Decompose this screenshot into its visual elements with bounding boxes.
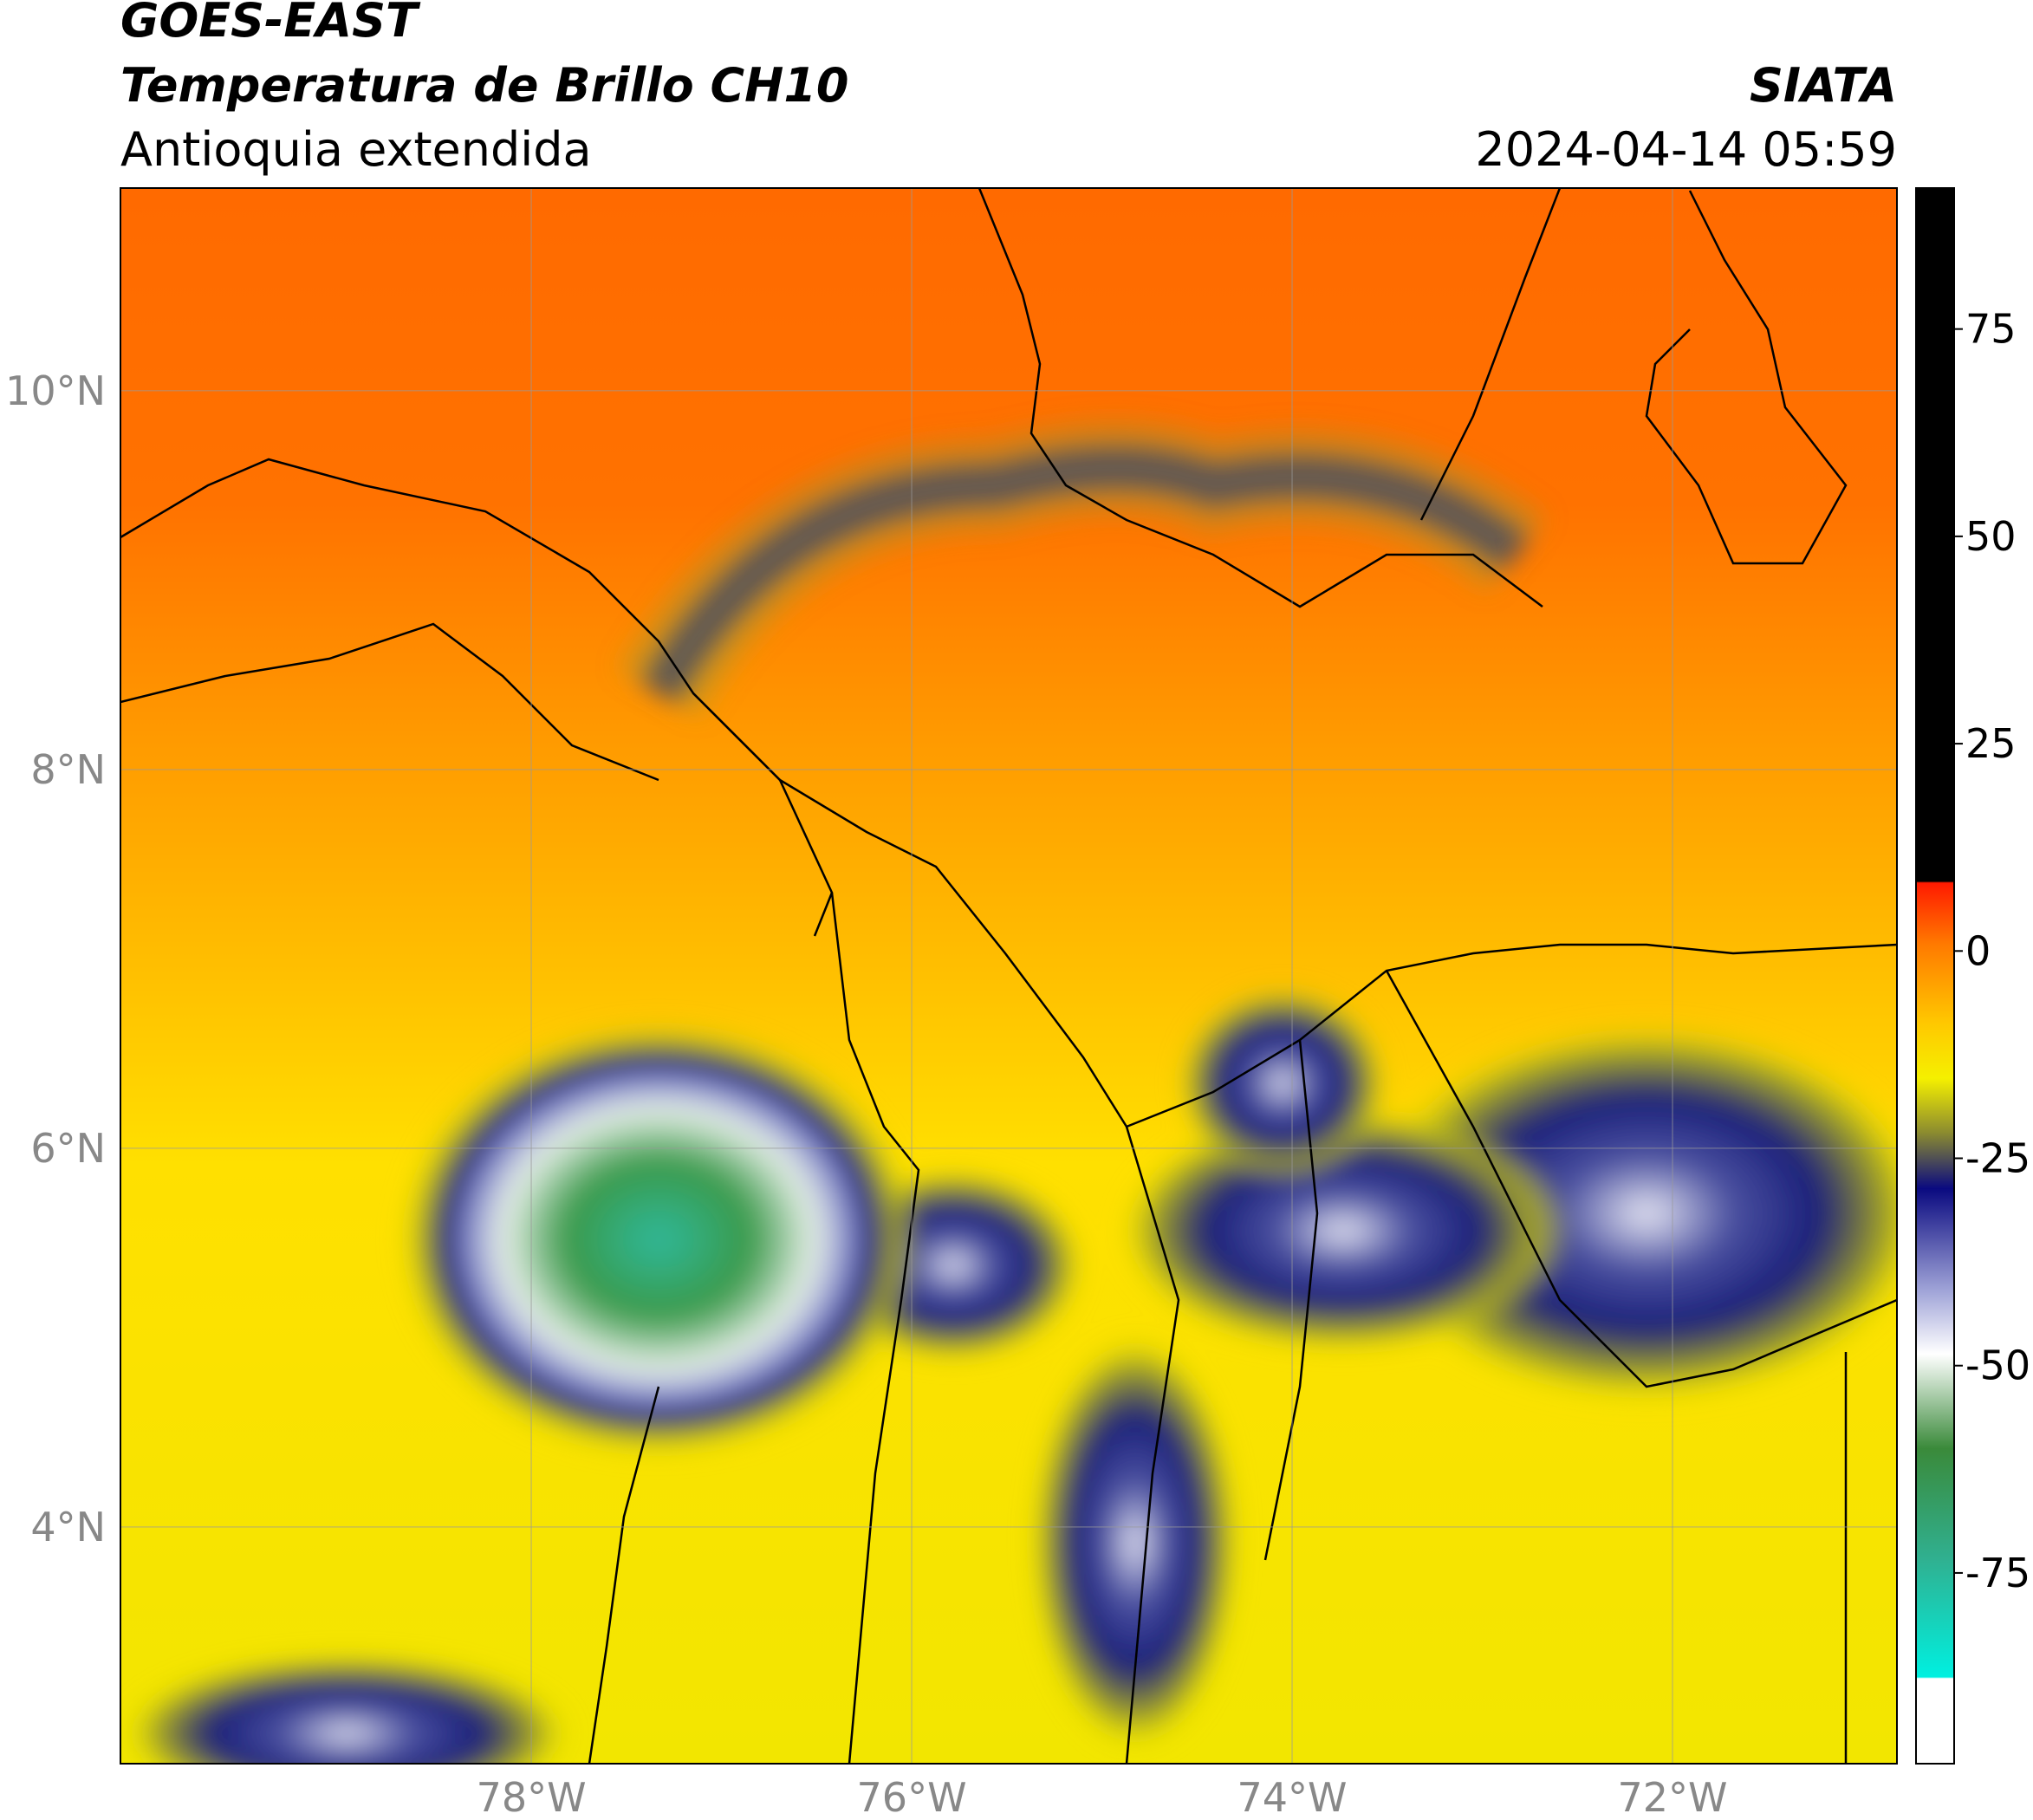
product-title: Temperatura de Brillo CH10 bbox=[120, 58, 849, 113]
datetime: 2024-04-14 05:59 bbox=[1475, 122, 1897, 177]
x-tick-label: 76°W bbox=[857, 1774, 967, 1820]
y-tick-label: 10°N bbox=[5, 367, 106, 414]
y-tick-label: 4°N bbox=[30, 1504, 106, 1550]
y-tick-label: 8°N bbox=[30, 746, 106, 793]
map-image bbox=[120, 188, 1897, 1764]
colorbar-tick-label: 0 bbox=[1965, 927, 1991, 974]
colorbar-tick-label: 75 bbox=[1965, 306, 2017, 353]
satellite-title: GOES-EAST bbox=[120, 0, 421, 48]
colorbar-tick-label: -75 bbox=[1965, 1550, 2030, 1596]
grid bbox=[120, 188, 1897, 1764]
colorbar-tick-label: -50 bbox=[1965, 1342, 2030, 1389]
region-title: Antioquia extendida bbox=[120, 122, 592, 177]
colorbar-tick-label: 25 bbox=[1965, 720, 2017, 767]
colorbar-tick-label: 50 bbox=[1965, 513, 2017, 560]
map-frame bbox=[120, 187, 1898, 1765]
colorbar bbox=[1915, 187, 1955, 1765]
x-tick-label: 72°W bbox=[1617, 1774, 1727, 1820]
colorbar-tick-label: -25 bbox=[1965, 1135, 2030, 1182]
x-tick-label: 78°W bbox=[477, 1774, 587, 1820]
agency-title: SIATA bbox=[1750, 58, 1897, 113]
y-tick-label: 6°N bbox=[30, 1125, 106, 1172]
x-tick-label: 74°W bbox=[1237, 1774, 1348, 1820]
